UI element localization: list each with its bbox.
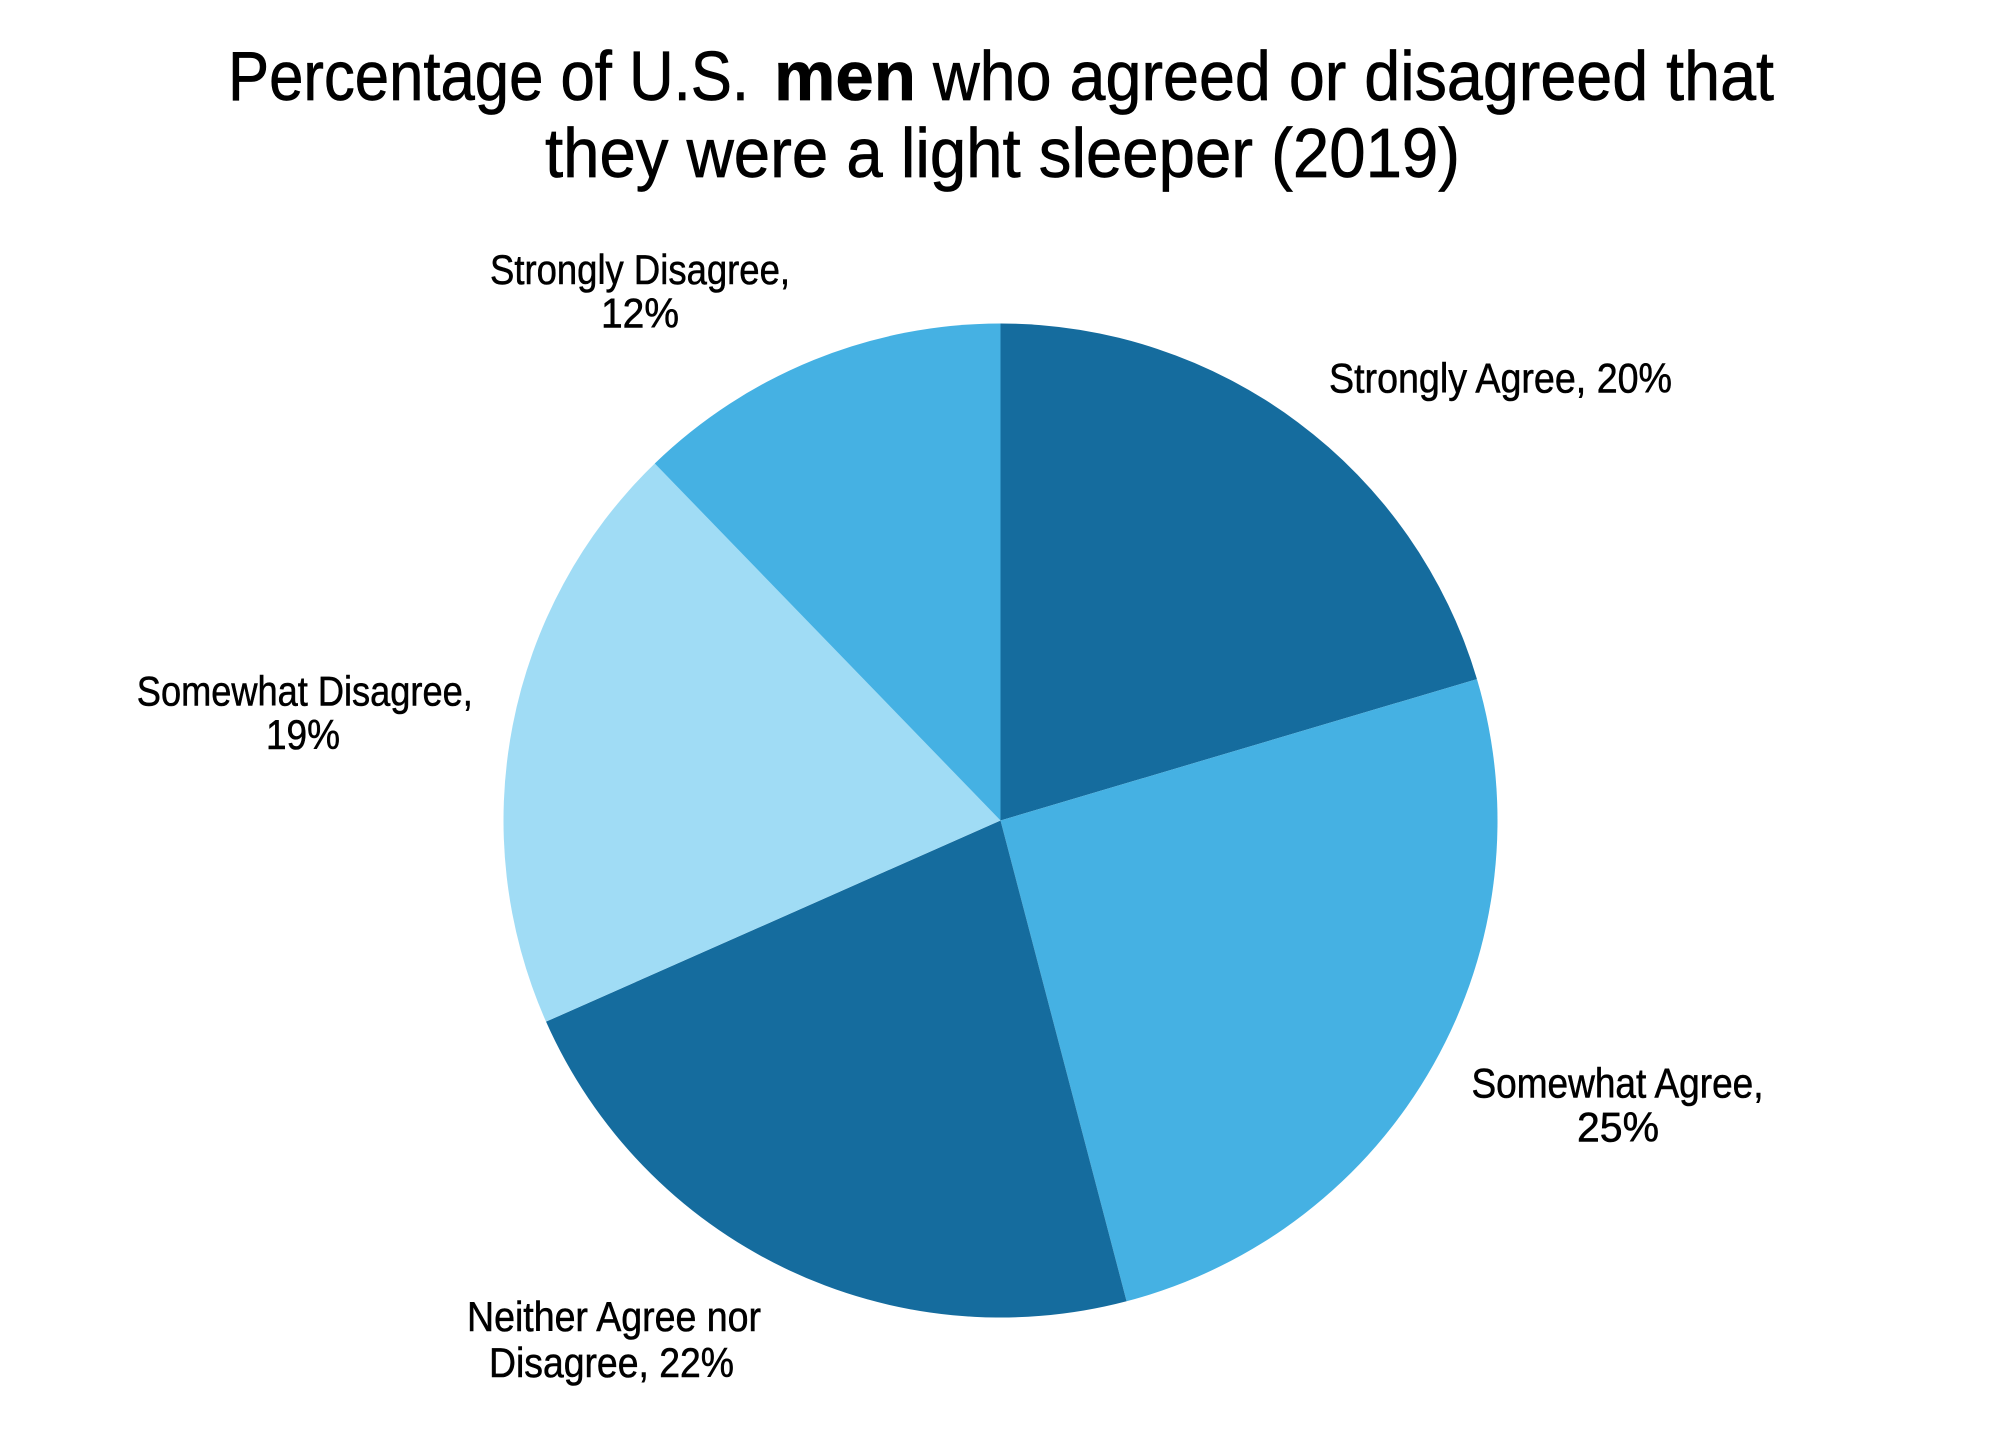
svg-text:25%: 25% [1577,1105,1659,1151]
svg-text:19%: 19% [266,712,340,758]
svg-text:men: men [774,37,916,115]
svg-text:12%: 12% [601,291,679,337]
svg-text:Strongly Agree, 20%: Strongly Agree, 20% [1329,356,1672,402]
svg-text:Somewhat Agree,: Somewhat Agree, [1472,1061,1764,1107]
svg-text:Percentage of U.S.: Percentage of U.S. [228,37,749,115]
svg-text:who agreed or disagreed that: who agreed or disagreed that [932,37,1774,115]
svg-text:Disagree, 22%: Disagree, 22% [489,1340,734,1386]
svg-text:Neither Agree nor: Neither Agree nor [467,1294,761,1340]
svg-text:Strongly Disagree,: Strongly Disagree, [490,247,790,293]
svg-text:Somewhat Disagree,: Somewhat Disagree, [137,668,473,714]
svg-text:they were a light sleeper (201: they were a light sleeper (2019) [545,114,1460,192]
